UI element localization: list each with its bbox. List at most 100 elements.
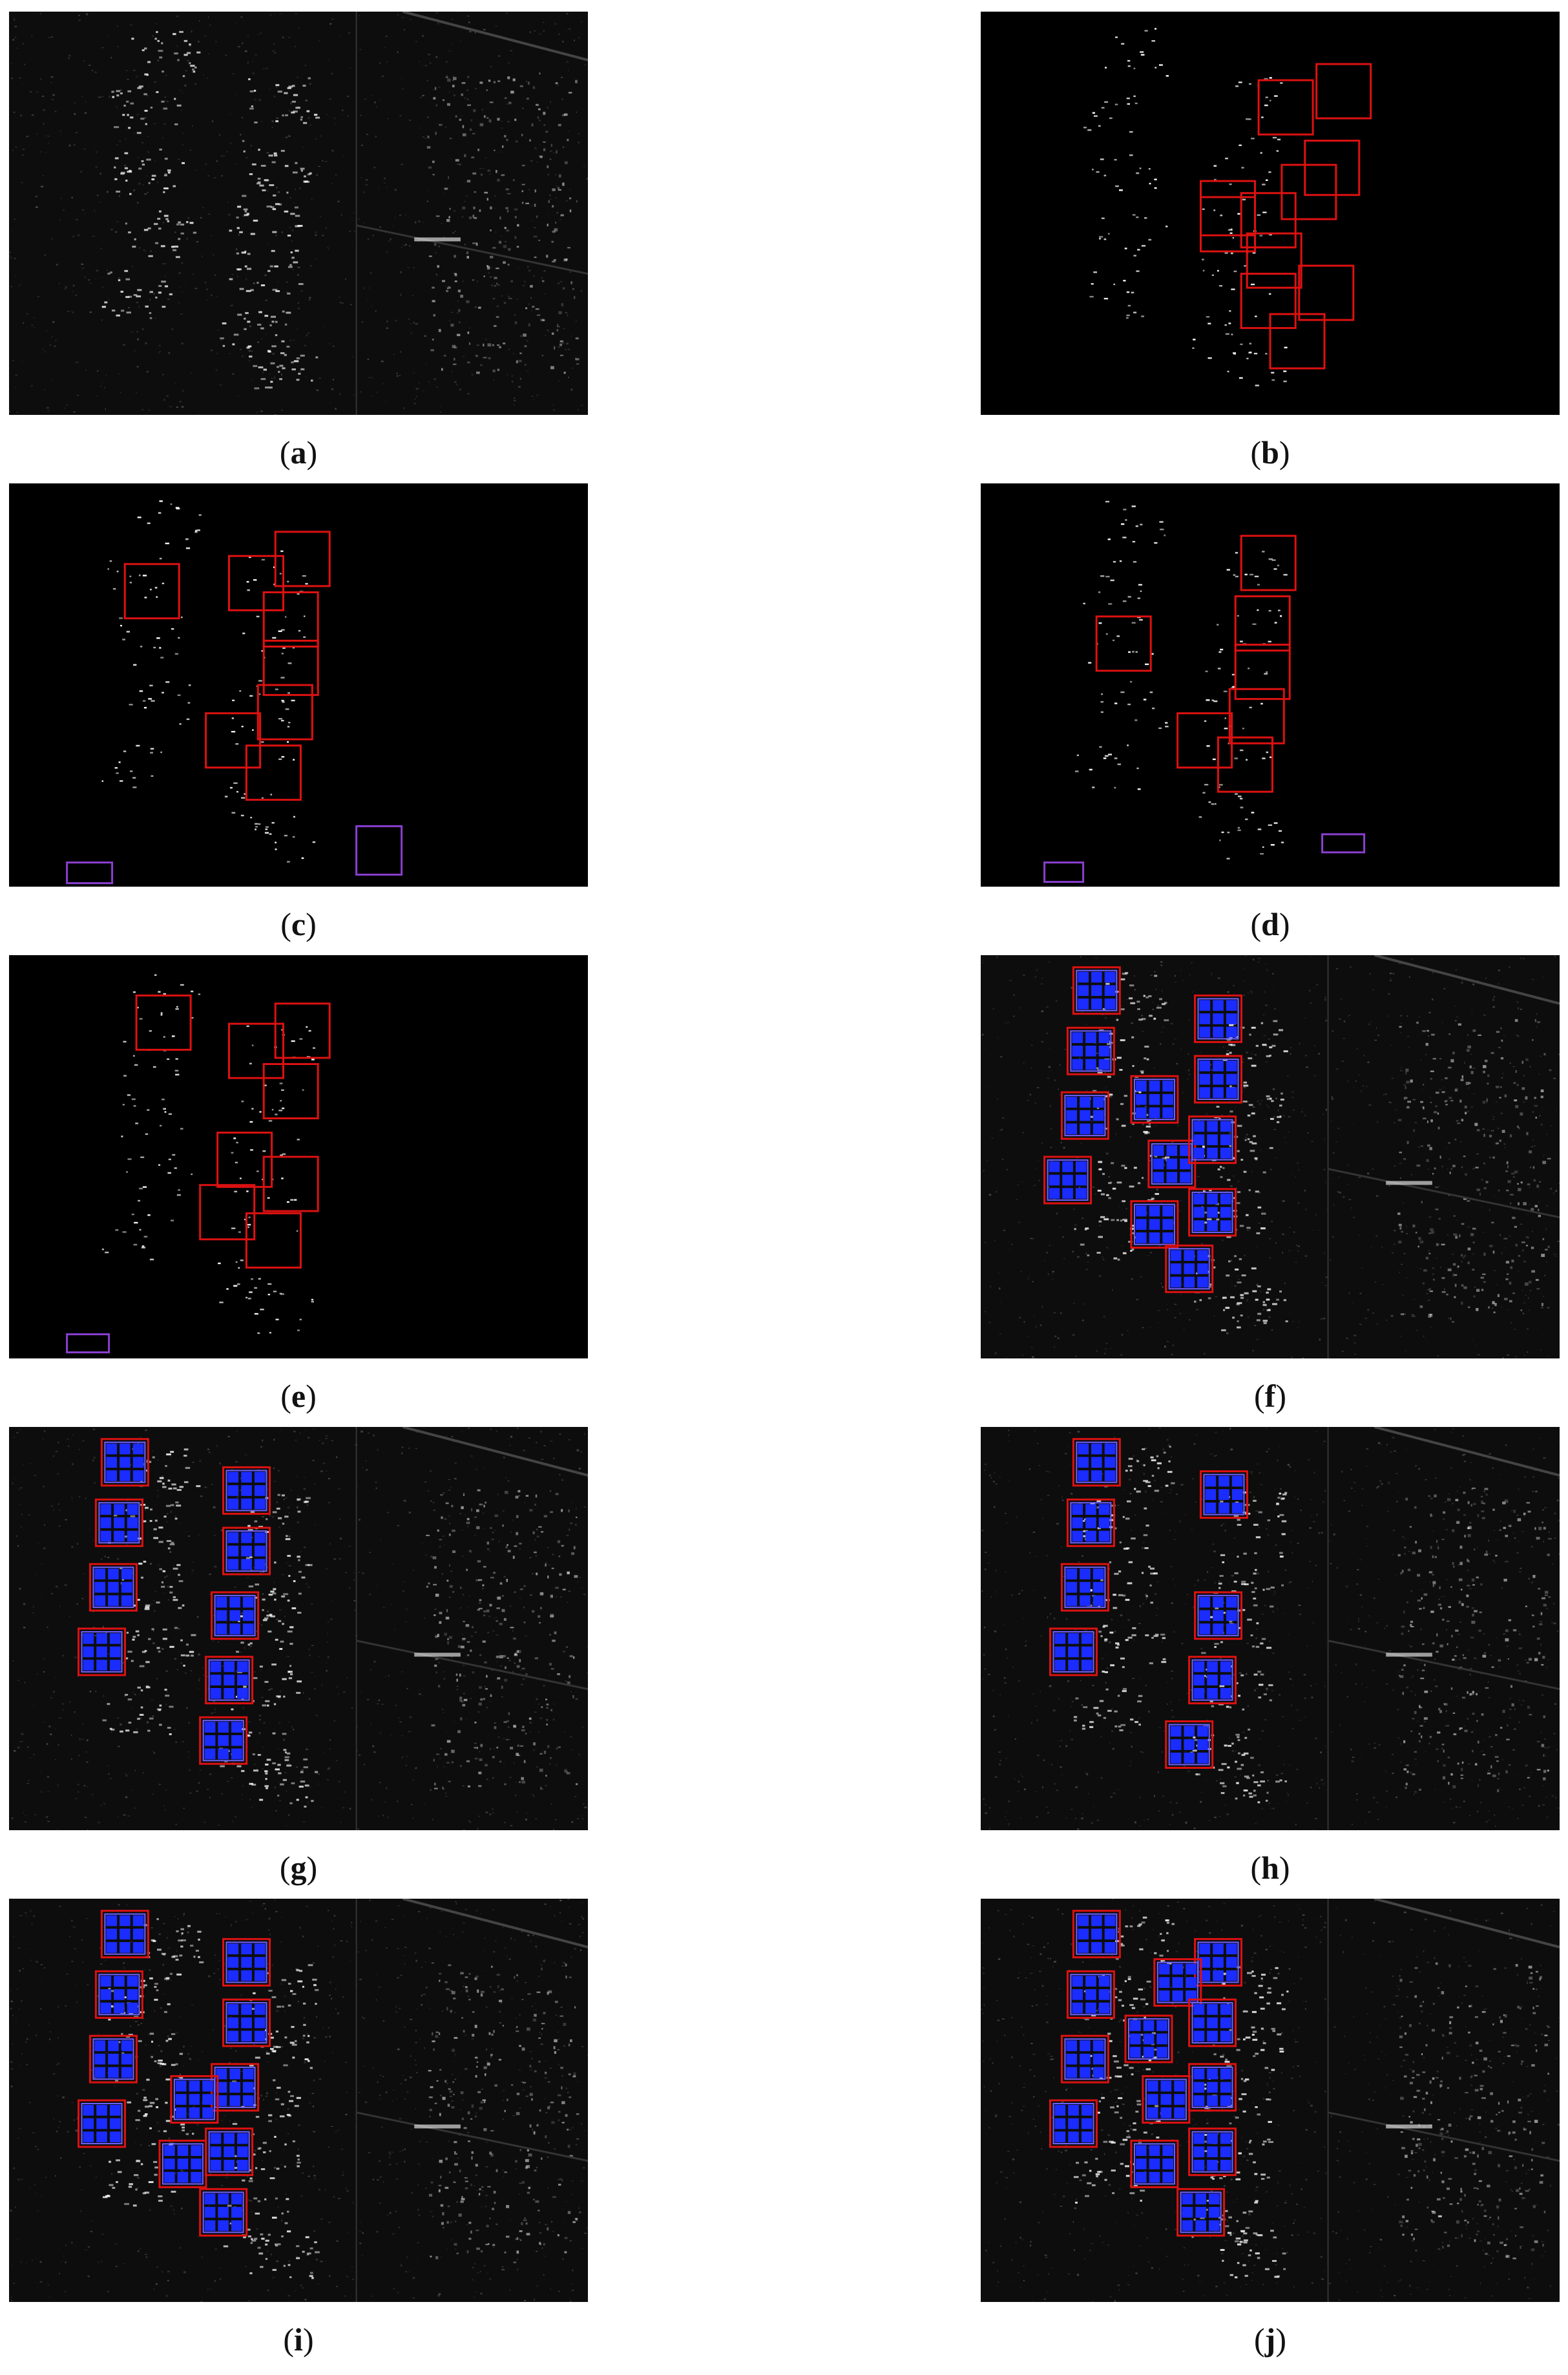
building-grid-box [1194,1591,1243,1640]
building-grid-box [1130,1200,1179,1249]
caption-b: (b) [1250,434,1290,470]
building-grid-box [1060,2034,1109,2084]
panel-i-drawing [9,1899,588,2302]
building-grid-box [1142,2075,1191,2124]
caption-i: (i) [283,2321,314,2358]
building-grid-box [94,1498,143,1547]
building-grid-box [1049,2099,1098,2148]
building-grid-box [199,1716,248,1765]
detection-box-red [1304,140,1361,196]
panel-g-drawing [9,1427,588,1830]
panel-d-drawing [981,483,1560,887]
detection-box-red [228,1022,284,1079]
building-grid-box [1188,1188,1237,1237]
image-background [981,483,1560,887]
detection-box-red [274,1002,331,1059]
building-grid-box [78,2099,127,2148]
building-grid-box [1188,2063,1237,2112]
building-grid-box [1124,2014,1173,2064]
panel-b-image [981,12,1560,415]
clutter-layer [10,1899,588,2302]
detection-box-red [205,712,262,769]
building-grid-box [211,2063,260,2112]
detection-box-red [245,744,302,801]
building-grid-box [1147,1139,1197,1188]
detection-box-red [1257,79,1314,136]
detection-box-red [274,531,331,587]
panel-j-drawing [981,1899,1560,2302]
building-grid-box [1188,2127,1237,2177]
detection-box-red [1176,712,1233,769]
speckle-layer [101,30,320,390]
detection-box-red [1298,264,1355,321]
clutter-layer [981,1899,1560,2302]
detection-box-red [1246,232,1302,289]
building-grid-box [1072,1910,1121,1959]
detection-box-red [1234,644,1291,701]
panel-a-drawing [9,12,588,415]
panel-f-image [981,955,1560,1358]
panel-c-image [9,483,588,887]
building-grid-box [1060,1091,1109,1140]
speckle-layer [1075,501,1288,860]
clutter-layer [9,12,588,415]
building-grid-box [211,1591,260,1640]
detection-box-purple [1043,861,1085,883]
building-grid-box [1043,1156,1092,1205]
panel-i-image [9,1899,588,2302]
detection-box-red [1281,164,1337,220]
building-grid-box [1072,1438,1121,1487]
detection-box-red [1240,534,1297,591]
image-background [9,12,588,415]
building-grid-box [1188,1656,1237,1705]
detection-box-red [1228,688,1285,744]
clutter-layer [981,1427,1560,1830]
building-grid-box [1165,1720,1214,1769]
speckle-layer [101,500,316,863]
detection-box-red [262,591,319,648]
building-grid-box [199,2188,248,2237]
building-grid-box [1194,1055,1243,1104]
panel-c-drawing [9,483,588,887]
building-grid-box [170,2075,219,2124]
caption-h: (h) [1250,1850,1290,1886]
panel-d-image [981,483,1560,887]
detection-box-purple [66,1333,110,1354]
detection-box-red [256,684,313,741]
caption-e: (e) [280,1378,317,1414]
detection-box-red [1200,180,1256,237]
detection-box-red [135,994,192,1051]
panel-g-image [9,1427,588,1830]
building-grid-box [1130,1075,1179,1124]
panel-a-image [9,12,588,415]
clutter-layer [981,955,1560,1358]
panel-f-drawing [981,955,1560,1358]
caption-g: (g) [279,1850,318,1886]
caption-c: (c) [280,906,317,942]
panel-h-image [981,1427,1560,1830]
panel-j-image [981,1899,1560,2302]
building-grid-box [1188,1998,1237,2047]
detection-box-red [1234,595,1291,652]
building-grid-box [94,1970,143,2019]
building-grid-box [89,1563,138,1612]
panel-e-image [9,955,588,1358]
speckle-layer [1083,28,1288,386]
building-grid-box [1066,1498,1115,1547]
detection-box-red [1240,273,1297,330]
building-grid-box [1199,1470,1248,1519]
building-grid-box [205,1656,254,1705]
detection-box-red [262,1156,319,1212]
building-grid-box [1194,1937,1243,1987]
building-grid-box [1072,966,1121,1015]
speckle-layer [101,974,316,1335]
detection-box-red [1217,736,1273,793]
caption-d: (d) [1250,906,1290,942]
building-grid-box [222,1937,271,1987]
building-grid-box [1066,1026,1115,1075]
detection-box-red [1240,192,1297,249]
building-grid-box [1130,2139,1179,2188]
building-grid-box [1153,1958,1202,2007]
building-grid-box [222,1526,271,1576]
panel-e-drawing [9,955,588,1358]
